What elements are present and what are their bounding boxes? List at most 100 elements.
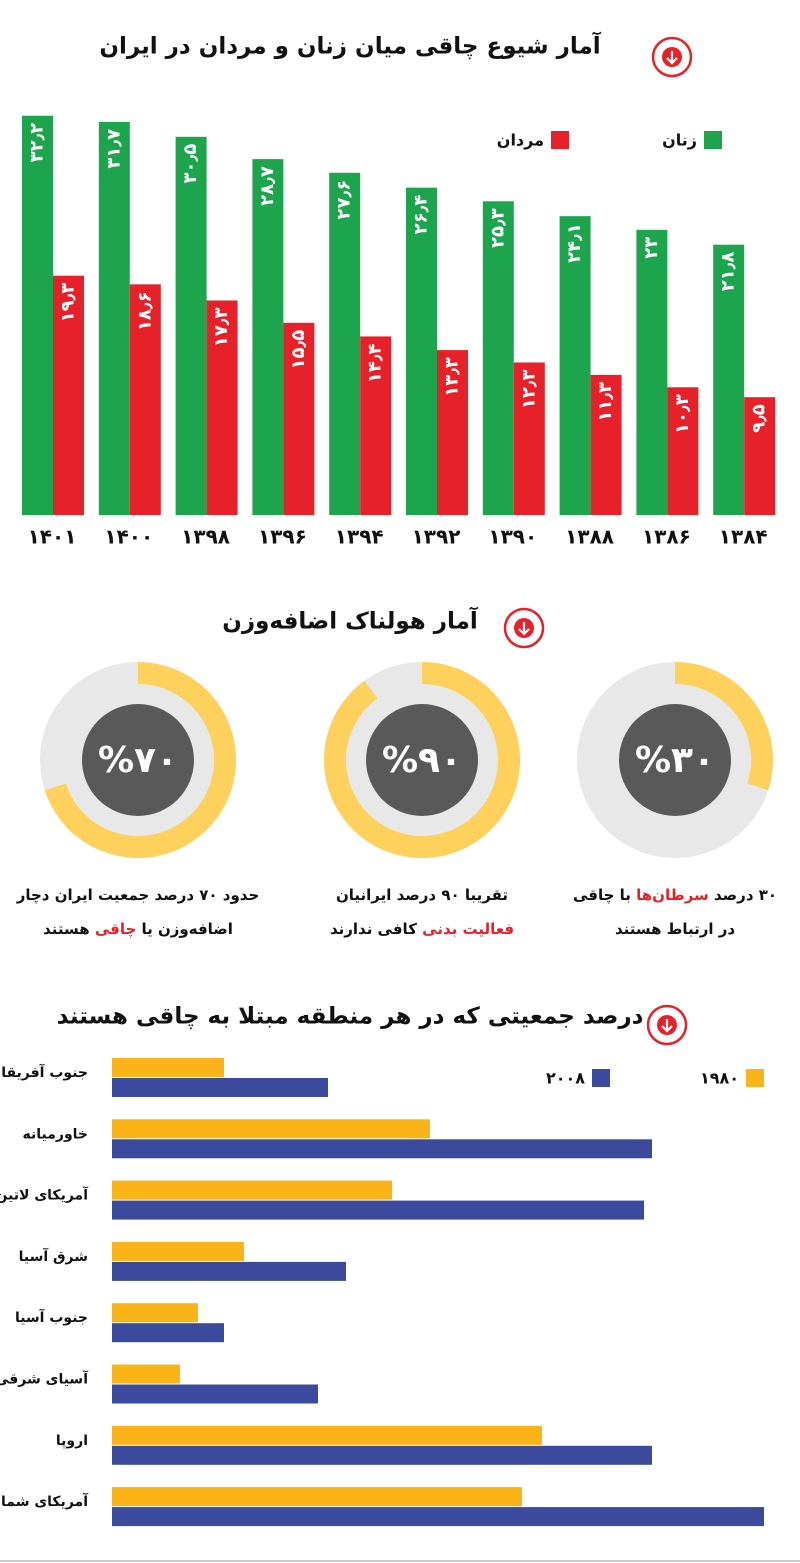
x-tick-label: ۱۳۸۸	[565, 525, 614, 549]
caption-line: در ارتباط هستند	[545, 912, 800, 946]
donut-center	[82, 704, 194, 816]
legend-label: ۲۰۰۸	[546, 1069, 585, 1088]
bar	[112, 1119, 430, 1139]
value-label: %۳۰	[635, 740, 715, 781]
caption-text: ۳۰ درصد	[708, 886, 778, 904]
chart-title: آمار هولناک اضافه‌وزن	[222, 606, 479, 635]
bar	[112, 1058, 224, 1077]
bar	[112, 1078, 328, 1097]
x-tick-label: ۱۴۰۱	[28, 525, 77, 549]
value-label: ۱۱٫۳	[595, 382, 616, 422]
caption-text: اضافه‌وزن یا	[136, 920, 233, 938]
bar	[112, 1445, 652, 1465]
chart-title: درصد جمعیتی که در هر منطقه مبتلا به چاقی…	[57, 1004, 644, 1030]
bar	[636, 229, 668, 516]
legend-swatch	[704, 131, 722, 149]
value-label: ۲۶٫۴	[411, 195, 432, 235]
x-tick-label: ۱۳۹۲	[412, 525, 461, 549]
legend-label: ۱۹۸۰	[700, 1069, 739, 1088]
bar	[437, 350, 468, 515]
x-tick-label: ۱۳۹۶	[258, 525, 307, 549]
bar	[513, 362, 545, 515]
bar	[744, 397, 776, 515]
legend-label: زنان	[662, 131, 697, 150]
caption-text: فعالیت بدنی	[422, 920, 515, 938]
donut-arc	[44, 662, 236, 858]
bar	[713, 244, 745, 515]
y-tick-label: آمریکای شمالی	[0, 1492, 89, 1510]
bar	[252, 159, 284, 515]
bar	[112, 1261, 346, 1281]
value-label: %۷۰	[98, 740, 178, 781]
bar	[590, 374, 622, 515]
legend-swatch	[551, 131, 569, 149]
donut-center	[366, 704, 478, 816]
x-tick-label: ۱۳۸۴	[719, 525, 768, 549]
bar	[667, 387, 699, 515]
bar	[559, 216, 591, 515]
bar	[112, 1425, 542, 1445]
bar	[112, 1507, 764, 1527]
y-tick-label: جنوب آفریقا	[1, 1063, 88, 1081]
bar	[98, 121, 130, 516]
x-tick-label: ۱۴۰۰	[104, 525, 153, 549]
y-tick-label: جنوب آسیا	[15, 1308, 88, 1326]
caption-text: کافی ندارند	[329, 920, 423, 938]
caption-text: حدود ۷۰ درصد جمعیت ایران دچار	[16, 886, 260, 904]
value-label: ۱۲٫۳	[518, 369, 539, 409]
value-label: ۱۳٫۳	[442, 357, 463, 397]
bar	[112, 1180, 392, 1200]
bar	[406, 187, 437, 515]
y-tick-label: شرق آسیا	[19, 1247, 88, 1265]
icon	[503, 607, 545, 649]
bar	[112, 1487, 522, 1507]
icon	[651, 36, 693, 78]
value-label: ۲۵٫۳	[487, 208, 508, 248]
y-tick-label: خاورمیانه	[23, 1126, 89, 1142]
value-label: ۳۰٫۵	[180, 144, 201, 184]
caption-text: هستند	[43, 920, 95, 938]
value-label: ۱۹٫۳	[58, 283, 79, 323]
legend-swatch	[746, 1069, 764, 1087]
caption: تقریبا ۹۰ درصد ایرانیان فعالیت بدنی کافی …	[292, 878, 552, 946]
bar	[482, 201, 514, 515]
caption-line: ۳۰ درصد سرطان‌ها با چاقی	[545, 878, 800, 912]
bar	[112, 1323, 224, 1343]
value-label: ۱۷٫۳	[211, 307, 232, 347]
donut-center	[619, 704, 731, 816]
x-tick-label: ۱۳۹۴	[335, 525, 384, 549]
bar	[112, 1384, 318, 1404]
caption-text: در ارتباط هستند	[614, 920, 736, 938]
x-tick-label: ۱۳۹۸	[181, 525, 230, 549]
bar	[206, 300, 238, 515]
bar	[329, 172, 361, 515]
bar	[175, 136, 207, 516]
caption-text: با چاقی	[572, 886, 637, 904]
legend-swatch	[592, 1069, 610, 1087]
value-label: ۲۴٫۱	[564, 223, 585, 263]
bar	[53, 275, 84, 515]
caption: حدود ۷۰ درصد جمعیت ایران دچار اضافه‌وزن ی…	[8, 878, 268, 946]
bar	[112, 1241, 244, 1261]
bar	[283, 322, 315, 515]
value-label: ۱۵٫۵	[288, 330, 309, 370]
caption-line: حدود ۷۰ درصد جمعیت ایران دچار	[8, 878, 268, 912]
bar	[112, 1364, 180, 1384]
value-label: ۳۱٫۷	[103, 129, 124, 169]
bar	[129, 284, 161, 515]
value-label: ۱۰٫۳	[672, 394, 693, 434]
caption-line: فعالیت بدنی کافی ندارند	[292, 912, 552, 946]
value-label: ۲۳	[641, 237, 662, 259]
donut-arc	[324, 662, 520, 858]
bar	[22, 115, 53, 515]
value-label: ۲۷٫۶	[334, 180, 355, 220]
value-label: %۹۰	[382, 740, 462, 781]
value-label: ۲۱٫۸	[718, 252, 739, 292]
bar	[112, 1139, 652, 1159]
caption-line: تقریبا ۹۰ درصد ایرانیان	[292, 878, 552, 912]
value-label: ۱۴٫۴	[365, 343, 386, 383]
x-tick-label: ۱۳۹۰	[488, 525, 537, 549]
caption: ۳۰ درصد سرطان‌ها با چاقی در ارتباط هستند	[545, 878, 800, 946]
